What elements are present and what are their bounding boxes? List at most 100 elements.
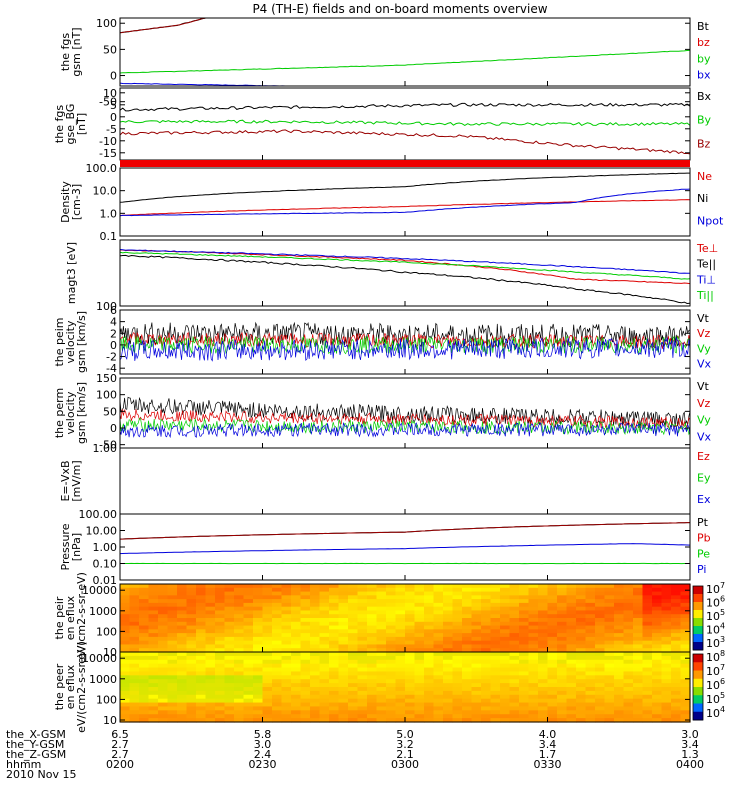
legend-Ni: Ni (697, 192, 708, 205)
heatmap-cell (281, 667, 292, 673)
heatmap-cell (281, 648, 292, 653)
heatmap-cell (158, 587, 169, 593)
heatmap-cell (234, 690, 245, 696)
heatmap-cell (177, 702, 188, 708)
heatmap-cell (367, 667, 378, 673)
heatmap-cell (272, 584, 283, 589)
heatmap-cell (158, 644, 169, 649)
heatmap-cell (310, 629, 321, 634)
heatmap-cell (661, 621, 672, 627)
heatmap-cell (367, 644, 378, 649)
heatmap-cell (395, 629, 406, 634)
series-line-Vy (119, 335, 691, 355)
heatmap-cell (519, 683, 530, 688)
heatmap-cell (348, 644, 359, 649)
heatmap-cell (576, 621, 587, 627)
heatmap-cell (443, 614, 454, 619)
heatmap-cell (253, 610, 264, 615)
x-tick-label: 0230 (249, 758, 277, 771)
heatmap-cell (319, 625, 330, 630)
x-tick-label: 3.2 (396, 738, 414, 751)
heatmap-cell (671, 618, 682, 623)
heatmap-cell (481, 655, 492, 661)
heatmap-cell (633, 602, 644, 608)
heatmap-cell (215, 595, 226, 600)
heatmap-cell (243, 629, 254, 634)
heatmap-cell (272, 629, 283, 634)
heatmap-cell (205, 702, 216, 708)
heatmap-cell (414, 602, 425, 608)
heatmap-cell (215, 614, 226, 619)
heatmap-cell (215, 644, 226, 649)
heatmap-cell (433, 648, 444, 653)
heatmap-cell (652, 698, 663, 704)
heatmap-cell (585, 625, 596, 630)
heatmap-cell (120, 675, 131, 680)
heatmap-cell (557, 671, 568, 676)
heatmap-cell (595, 584, 606, 589)
heatmap-cell (633, 702, 644, 708)
series-line-Ti|| (119, 251, 691, 280)
heatmap-cell (329, 629, 340, 634)
heatmap-cell (291, 659, 302, 665)
heatmap-cell (120, 591, 131, 596)
heatmap-cell (329, 636, 340, 642)
heatmap-cell (500, 710, 511, 715)
heatmap-cell (576, 659, 587, 665)
heatmap-cell (661, 706, 672, 711)
heatmap-cell (614, 621, 625, 627)
heatmap-cell (604, 714, 615, 719)
heatmap-cell (215, 636, 226, 642)
heatmap-cell (186, 625, 197, 630)
heatmap-cell (329, 640, 340, 646)
heatmap-cell (348, 606, 359, 612)
heatmap-cell (671, 671, 682, 676)
heatmap-cell (139, 690, 150, 696)
heatmap-cell (367, 675, 378, 680)
heatmap-cell (538, 659, 549, 665)
heatmap-cell (538, 690, 549, 696)
heatmap-cell (272, 625, 283, 630)
heatmap-cell (633, 714, 644, 719)
heatmap-cell (557, 648, 568, 653)
heatmap-cell (272, 633, 283, 638)
heatmap-cell (177, 683, 188, 688)
heatmap-cell (167, 663, 178, 669)
heatmap-cell (414, 614, 425, 619)
heatmap-cell (557, 610, 568, 615)
heatmap-cell (139, 714, 150, 719)
heatmap-cell (357, 599, 368, 604)
heatmap-cell (471, 591, 482, 596)
heatmap-cell (319, 595, 330, 600)
heatmap-cell (196, 710, 207, 715)
heatmap-cell (224, 602, 235, 608)
heatmap-cell (452, 687, 463, 692)
heatmap-cell (300, 633, 311, 638)
heatmap-cell (642, 667, 653, 673)
heatmap-cell (376, 687, 387, 692)
heatmap-cell (319, 584, 330, 589)
heatmap-cell (186, 610, 197, 615)
heatmap-cell (291, 714, 302, 719)
heatmap-cell (215, 687, 226, 692)
heatmap-cell (348, 683, 359, 688)
heatmap-cell (367, 655, 378, 661)
heatmap-cell (452, 610, 463, 615)
heatmap-cell (215, 610, 226, 615)
heatmap-cell (186, 659, 197, 665)
heatmap-cell (215, 659, 226, 665)
heatmap-cell (557, 636, 568, 642)
heatmap-cell (120, 667, 131, 673)
heatmap-cell (338, 602, 349, 608)
heatmap-cell (310, 671, 321, 676)
heatmap-cell (272, 659, 283, 665)
heatmap-cell (547, 698, 558, 704)
heatmap-cell (623, 602, 634, 608)
heatmap-cell (348, 718, 359, 723)
heatmap-cell (272, 652, 283, 657)
heatmap-cell (519, 710, 530, 715)
heatmap-cell (614, 625, 625, 630)
heatmap-cell (509, 610, 520, 615)
heatmap-cell (614, 702, 625, 708)
